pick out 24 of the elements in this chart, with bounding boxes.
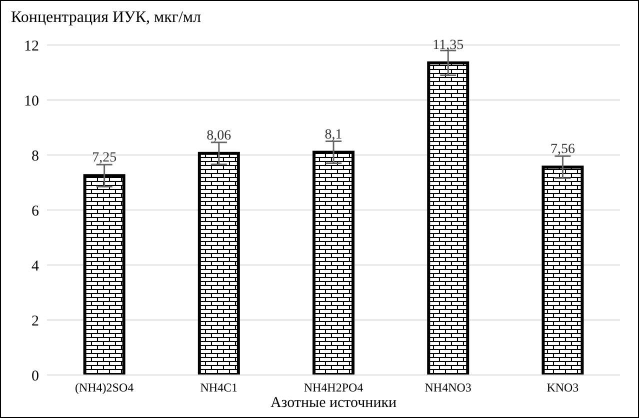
bar: [83, 174, 126, 375]
x-tick-label: NH4H2PO4: [304, 380, 364, 395]
x-tick-label: NH4C1: [200, 380, 238, 395]
data-label: 8,1: [324, 127, 342, 142]
x-tick-label: NH4NO3: [424, 380, 472, 395]
data-label: 11,35: [432, 38, 464, 53]
y-tick-label: 0: [32, 368, 39, 384]
y-tick-label: 8: [32, 148, 39, 164]
bar: [427, 61, 470, 375]
y-axis-title: Концентрация ИУК, мкг/мл: [11, 9, 202, 27]
bar: [542, 166, 584, 375]
x-tick-label: (NH4)2SO4: [74, 380, 134, 395]
bar: [312, 150, 355, 375]
x-axis-title: Азотные источники: [270, 395, 397, 411]
y-tick-label: 6: [32, 203, 40, 220]
x-tick-label: KNO3: [546, 380, 579, 395]
data-label: 7,25: [92, 150, 117, 166]
data-label: 8,06: [206, 128, 232, 144]
bar: [198, 152, 240, 375]
y-tick-label: 12: [24, 38, 39, 54]
y-tick-label: 10: [24, 93, 39, 110]
y-tick-label: 2: [32, 313, 39, 330]
y-tick-label: 4: [32, 258, 40, 274]
data-label: 7,56: [550, 142, 575, 158]
